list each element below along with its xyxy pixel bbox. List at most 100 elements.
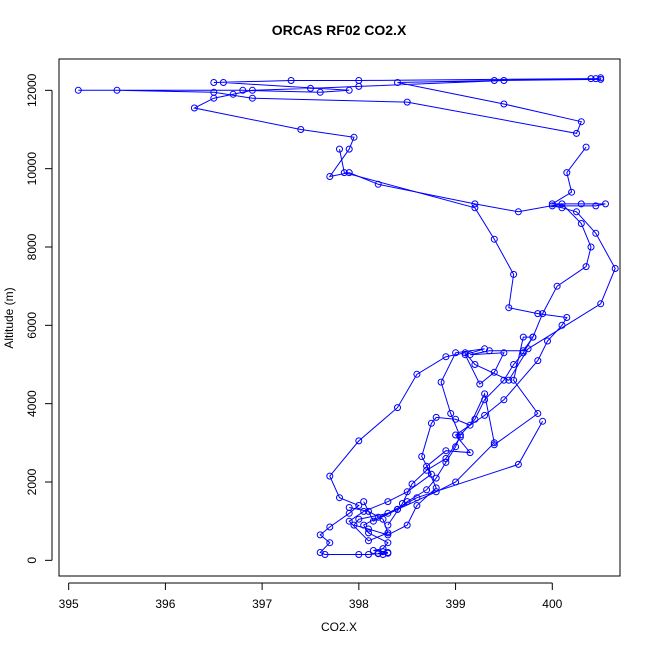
series-line (78, 77, 602, 555)
series-line (339, 148, 568, 536)
data-point (548, 200, 556, 208)
y-axis: 0 2000 4000 6000 8000 10000 12000 (25, 73, 53, 564)
data-point (427, 419, 435, 427)
data-point (558, 321, 566, 329)
data-point (210, 79, 218, 86)
data-point (519, 349, 527, 357)
data-point (394, 505, 401, 513)
data-point (379, 515, 387, 523)
data-point (413, 502, 421, 509)
data-point (345, 86, 353, 94)
data-point (568, 188, 576, 196)
series-line (348, 392, 495, 542)
data-point (466, 449, 474, 457)
data-point (384, 529, 392, 537)
data-point (505, 376, 513, 384)
data-point (239, 86, 247, 94)
data-point (471, 361, 479, 368)
data-point (481, 390, 489, 398)
y-tick-label: 4000 (25, 390, 39, 417)
data-point (461, 351, 469, 359)
data-point (423, 466, 431, 474)
data-point (365, 507, 372, 515)
data-point (592, 229, 600, 237)
data-point (548, 202, 556, 210)
data-point (500, 396, 508, 404)
data-point (355, 77, 363, 84)
data-point (476, 380, 484, 388)
data-point (398, 500, 406, 507)
y-tick-label: 2000 (25, 468, 39, 495)
data-point (534, 410, 542, 417)
data-point (597, 300, 605, 308)
data-point (423, 462, 431, 470)
data-point (374, 180, 382, 188)
data-point (500, 77, 508, 84)
data-point (413, 494, 421, 502)
data-point (587, 243, 595, 251)
data-point (432, 484, 440, 492)
data-point (466, 421, 474, 429)
data-point (326, 472, 334, 480)
data-point (466, 351, 474, 359)
data-point (442, 447, 450, 455)
x-tick-label: 397 (252, 597, 272, 611)
data-point (326, 173, 334, 180)
data-point (321, 551, 329, 558)
data-point (326, 539, 334, 547)
data-point (427, 470, 435, 478)
data-point (248, 94, 256, 102)
data-point (408, 480, 416, 488)
data-point (471, 200, 479, 208)
data-point (365, 537, 372, 545)
data-point (248, 86, 256, 94)
data-point (519, 347, 527, 355)
data-point (403, 488, 411, 496)
data-point (582, 263, 590, 271)
data-point (573, 208, 580, 216)
data-point (210, 88, 218, 96)
y-tick-label: 12000 (25, 73, 39, 107)
x-tick-label: 395 (59, 597, 79, 611)
data-point (379, 545, 387, 553)
data-point (490, 77, 498, 84)
data-point (577, 220, 585, 227)
x-axis: 395 396 397 398 399 400 (59, 582, 563, 611)
x-tick-label: 400 (542, 597, 562, 611)
data-point (519, 333, 527, 341)
x-tick-label: 396 (155, 597, 175, 611)
data-point (345, 504, 353, 511)
data-point (365, 551, 372, 558)
data-point (379, 548, 387, 556)
data-point (394, 404, 401, 412)
data-point (539, 417, 547, 425)
data-point (345, 517, 353, 525)
data-point (326, 523, 334, 531)
data-point (510, 361, 518, 368)
data-point (403, 98, 411, 106)
data-point (369, 547, 377, 554)
data-point (534, 357, 542, 365)
data-point (573, 129, 580, 137)
data-point (471, 204, 479, 212)
data-point (384, 539, 392, 547)
data-point (423, 486, 431, 494)
data-point (485, 347, 493, 355)
data-point (442, 458, 450, 466)
data-point (74, 86, 82, 94)
data-point (514, 460, 522, 468)
data-point (563, 169, 571, 177)
data-point (597, 75, 605, 83)
data-point (558, 200, 566, 208)
data-point (384, 521, 392, 529)
data-point (500, 100, 508, 108)
data-point (345, 145, 353, 153)
data-point (437, 378, 445, 386)
data-point (355, 551, 363, 558)
data-point (403, 521, 411, 529)
data-point (219, 79, 227, 86)
data-point (394, 79, 401, 86)
data-point (505, 304, 513, 312)
data-point (113, 86, 121, 94)
